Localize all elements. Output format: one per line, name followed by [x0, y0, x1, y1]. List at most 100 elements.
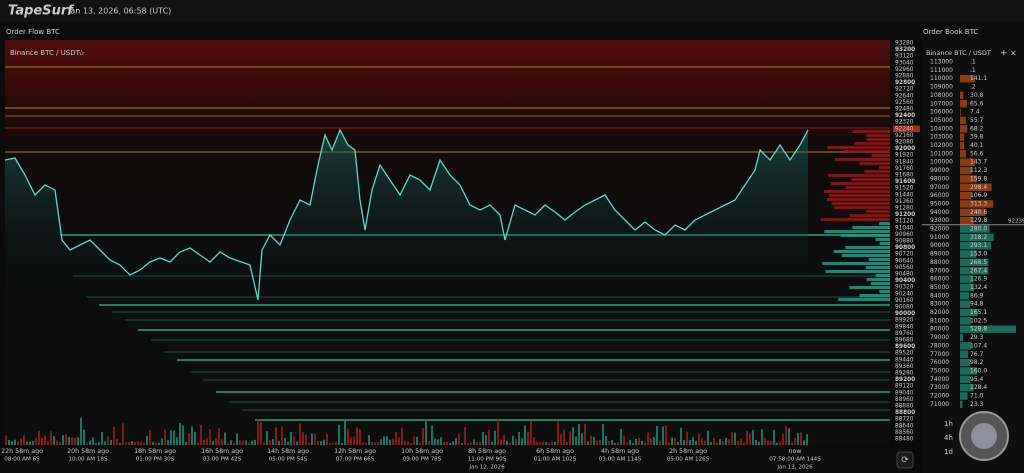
volume-bar — [584, 423, 586, 445]
volume-bar — [278, 440, 280, 445]
book-size: 55.7 — [970, 117, 984, 124]
volume-bar — [434, 438, 436, 445]
book-size: 240.6 — [970, 209, 987, 216]
book-size-bar — [960, 250, 977, 258]
depth-bar — [878, 166, 890, 169]
volume-bar — [755, 439, 757, 445]
book-size-bar — [960, 75, 975, 83]
favorite-star[interactable]: ☆ — [78, 49, 85, 58]
price-label: 90560 — [895, 265, 914, 271]
volume-bar — [722, 440, 724, 445]
volume-bar — [794, 438, 796, 445]
book-size-bar — [960, 242, 992, 250]
time-clock: 09:00 PM 78S — [403, 457, 442, 463]
volume-bar — [554, 441, 556, 445]
book-size: 126.9 — [970, 276, 987, 283]
price-label: 88720 — [895, 417, 914, 423]
panel-title: Order Book BTC — [923, 28, 978, 36]
book-size: 107.4 — [970, 342, 987, 349]
volume-bar — [428, 441, 430, 445]
depth-bar — [879, 222, 890, 225]
book-size: 268.5 — [970, 259, 987, 266]
volume-bar — [191, 426, 193, 445]
volume-bar — [473, 439, 475, 445]
book-price: 78000 — [930, 342, 949, 349]
close-button[interactable]: × — [1010, 49, 1017, 58]
volume-bar — [59, 441, 61, 445]
add-button[interactable]: + — [1000, 49, 1008, 59]
book-size-bar — [960, 333, 964, 342]
depth-bar — [879, 242, 890, 245]
book-price: 74000 — [930, 376, 949, 383]
logo[interactable]: TapeSurf — [8, 4, 75, 19]
time-clock: 03:00 PM 42S — [203, 457, 242, 463]
volume-bar — [776, 442, 778, 445]
volume-bar — [371, 442, 373, 445]
book-size-bar — [960, 317, 971, 325]
depth-bar — [851, 178, 890, 181]
volume-bar — [122, 423, 124, 445]
volume-bar — [68, 436, 70, 445]
book-size-bar — [960, 342, 972, 350]
volume-bar — [479, 441, 481, 445]
volume-bar — [716, 442, 718, 445]
price-label: 91040 — [895, 225, 914, 231]
timeframe[interactable]: 4h — [944, 434, 953, 442]
volume-bar — [743, 442, 745, 445]
volume-bar — [617, 441, 619, 445]
depth-bar — [828, 174, 890, 177]
volume-bar — [71, 437, 73, 445]
volume-bar — [638, 437, 640, 445]
depth-bar — [865, 266, 890, 269]
volume-bar — [92, 437, 94, 445]
volume-bar — [476, 442, 478, 445]
volume-bar — [413, 436, 415, 445]
price-label: 90080 — [895, 305, 914, 311]
book-size-bar — [960, 200, 994, 208]
timeframe[interactable]: 1h — [944, 420, 953, 428]
time-clock: 08:00 AM 6S — [4, 457, 40, 463]
volume-bar — [749, 433, 751, 445]
volume-bar — [560, 434, 562, 445]
price-label: 91360 — [895, 199, 914, 205]
book-price: 89000 — [930, 251, 949, 258]
book-price: 76000 — [930, 359, 949, 366]
volume-bar — [230, 440, 232, 445]
book-price: 105000 — [930, 117, 953, 124]
volume-bar — [119, 442, 121, 445]
time-ago: 2h 58m ago — [669, 448, 707, 455]
book-size: 76.7 — [970, 351, 984, 358]
book-size: 23.3 — [970, 401, 984, 408]
volume-bar — [347, 428, 349, 445]
timeframe[interactable]: 1d — [944, 448, 953, 456]
price-area — [5, 130, 808, 300]
reset-button[interactable] — [896, 451, 914, 469]
volume-bar — [11, 441, 13, 445]
book-size: .1 — [970, 67, 976, 74]
depth-profile — [820, 130, 890, 301]
volume-bar — [152, 442, 154, 445]
book-size-bar — [960, 383, 974, 392]
volume-bar — [608, 441, 610, 445]
reset-icon[interactable]: ⟳ — [901, 456, 909, 466]
book-size: 160.0 — [970, 367, 987, 374]
volume-bar — [344, 419, 346, 445]
volume-bar — [536, 441, 538, 445]
time-clock: 10:00 AM 18S — [69, 457, 108, 463]
volume — [5, 417, 808, 445]
volume-bar — [623, 435, 625, 445]
volume-bar — [281, 426, 283, 445]
price-label: 92320 — [895, 120, 914, 126]
price-label: 91520 — [895, 186, 914, 192]
price-label: 92880 — [895, 74, 914, 80]
volume-bar — [350, 437, 352, 445]
volume-bar — [443, 441, 445, 445]
volume-bar — [329, 442, 331, 445]
volume-bar — [599, 439, 601, 445]
time-date: Jan 13, 2026 — [776, 465, 813, 471]
depth-bar — [854, 142, 890, 145]
volume-bar — [89, 440, 91, 445]
price-label: 88960 — [895, 397, 914, 403]
depth-bar — [875, 238, 890, 241]
